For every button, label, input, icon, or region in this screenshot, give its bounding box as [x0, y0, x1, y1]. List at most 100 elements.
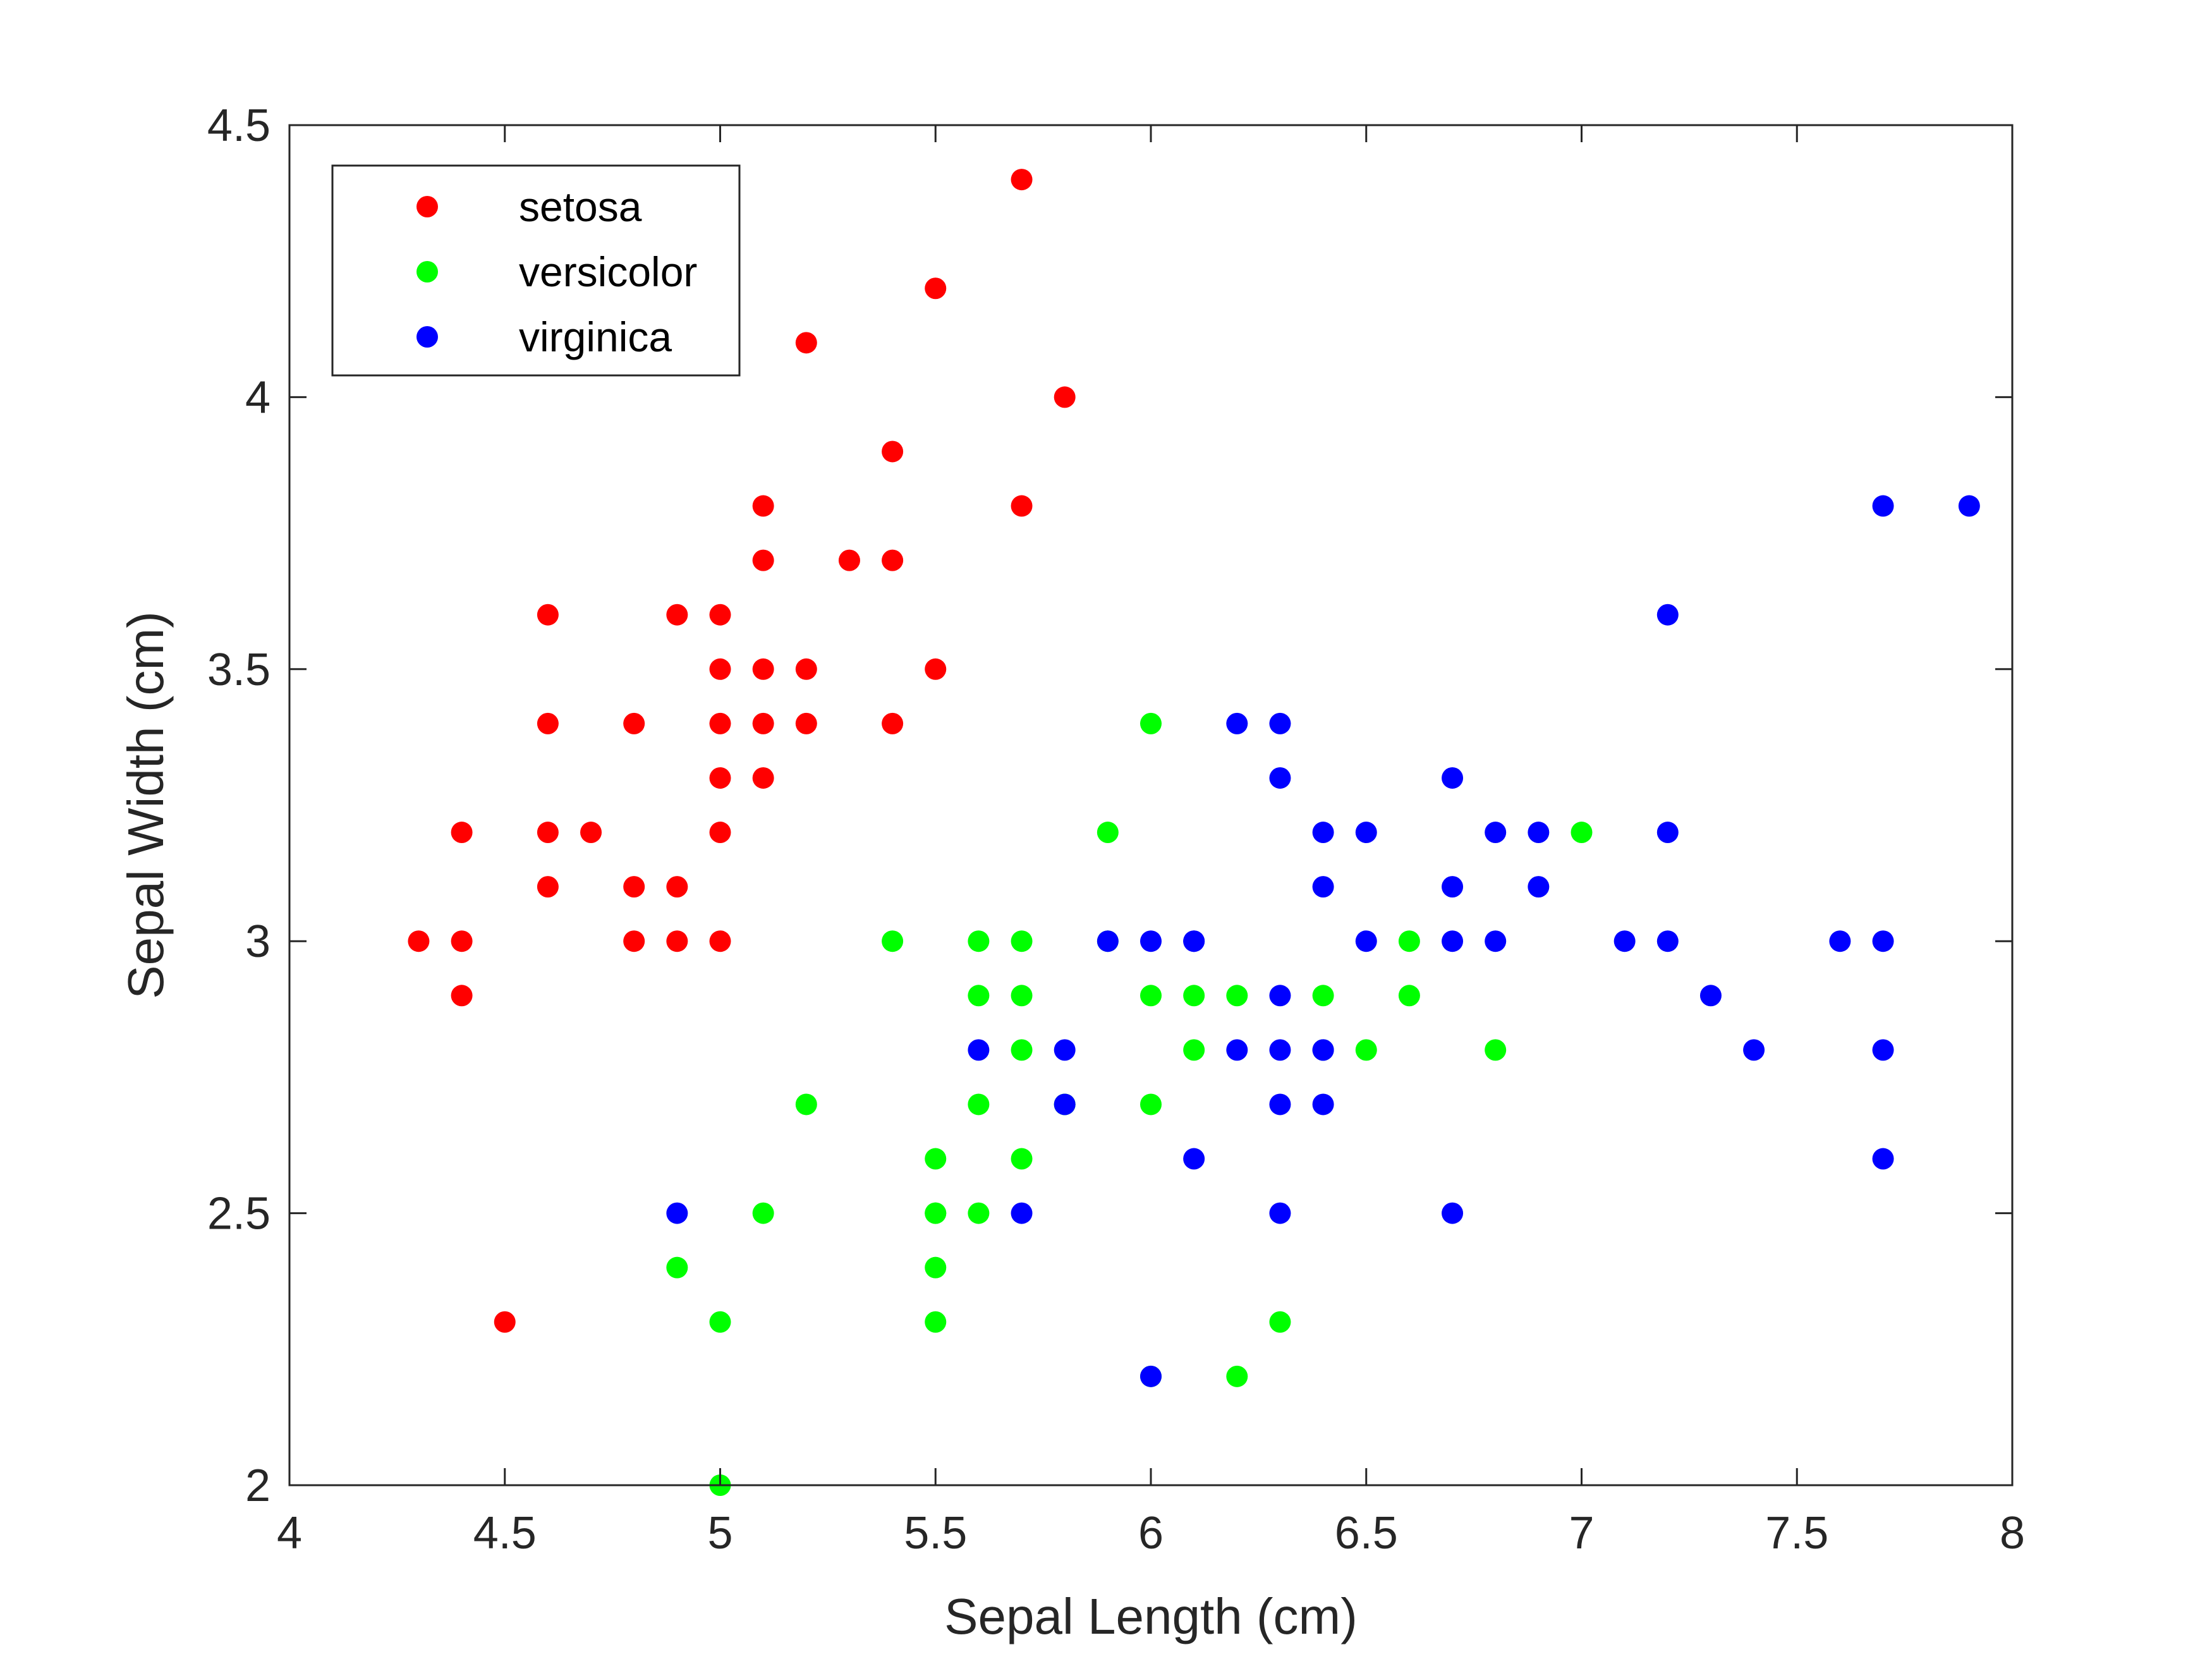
- data-point-virginica: [1312, 1039, 1334, 1061]
- data-point-virginica: [1097, 930, 1119, 952]
- y-tick-label: 3.5: [207, 645, 270, 695]
- data-point-virginica: [1656, 604, 1679, 626]
- data-point-versicolor: [1140, 712, 1162, 734]
- data-point-versicolor: [1140, 1093, 1162, 1115]
- x-tick-label: 7.5: [1765, 1508, 1828, 1559]
- data-point-setosa: [408, 930, 430, 952]
- data-point-setosa: [882, 441, 904, 463]
- data-point-virginica: [1269, 767, 1291, 789]
- data-point-versicolor: [968, 985, 990, 1007]
- data-point-versicolor: [1183, 985, 1205, 1007]
- data-point-virginica: [1872, 930, 1894, 952]
- data-point-setosa: [752, 712, 774, 734]
- y-tick-label: 4.5: [207, 100, 270, 151]
- data-point-virginica: [1355, 930, 1377, 952]
- data-point-setosa: [666, 604, 688, 626]
- data-point-virginica: [1528, 822, 1550, 844]
- data-point-setosa: [666, 876, 688, 898]
- data-point-setosa: [925, 658, 947, 680]
- data-point-versicolor: [925, 1311, 947, 1333]
- data-point-virginica: [1743, 1039, 1765, 1061]
- data-point-virginica: [1442, 930, 1464, 952]
- y-tick-label: 2.5: [207, 1189, 270, 1239]
- data-point-setosa: [752, 549, 774, 571]
- data-point-versicolor: [752, 1202, 774, 1224]
- data-point-versicolor: [1011, 930, 1033, 952]
- data-point-setosa: [709, 767, 731, 789]
- data-point-virginica: [1872, 495, 1894, 517]
- data-point-virginica: [1699, 985, 1722, 1007]
- data-point-versicolor: [1398, 985, 1420, 1007]
- data-point-setosa: [709, 712, 731, 734]
- data-point-versicolor: [1355, 1039, 1377, 1061]
- x-tick-label: 8: [2000, 1508, 2025, 1559]
- data-point-versicolor: [1011, 1039, 1033, 1061]
- data-point-setosa: [795, 658, 817, 680]
- data-point-versicolor: [1183, 1039, 1205, 1061]
- data-point-versicolor: [709, 1311, 731, 1333]
- data-point-virginica: [1269, 712, 1291, 734]
- data-point-setosa: [1011, 495, 1033, 517]
- data-point-virginica: [1312, 876, 1334, 898]
- x-tick-label: 6.5: [1335, 1508, 1398, 1559]
- data-point-versicolor: [1571, 822, 1593, 844]
- data-point-virginica: [1528, 876, 1550, 898]
- y-tick-label: 2: [245, 1461, 270, 1511]
- x-axis-label: Sepal Length (cm): [944, 1588, 1358, 1644]
- legend-label-virginica: virginica: [519, 313, 672, 360]
- data-point-virginica: [1958, 495, 1980, 517]
- data-point-setosa: [1011, 169, 1033, 191]
- data-point-virginica: [968, 1039, 990, 1061]
- data-point-virginica: [1269, 1202, 1291, 1224]
- data-point-setosa: [451, 822, 473, 844]
- data-point-versicolor: [968, 1093, 990, 1115]
- data-point-virginica: [1872, 1039, 1894, 1061]
- data-point-versicolor: [1226, 1365, 1248, 1387]
- data-point-setosa: [1054, 386, 1076, 408]
- data-points: [408, 169, 1980, 1496]
- data-point-setosa: [795, 712, 817, 734]
- data-point-versicolor: [1269, 1311, 1291, 1333]
- data-point-versicolor: [968, 930, 990, 952]
- data-point-versicolor: [1485, 1039, 1507, 1061]
- data-point-setosa: [537, 712, 559, 734]
- legend-marker-virginica: [416, 326, 438, 348]
- legend-box: [331, 164, 741, 377]
- data-point-virginica: [1442, 767, 1464, 789]
- data-point-setosa: [752, 767, 774, 789]
- data-point-setosa: [623, 876, 645, 898]
- data-point-virginica: [1183, 1148, 1205, 1170]
- data-point-virginica: [1829, 930, 1851, 952]
- data-point-versicolor: [882, 930, 904, 952]
- data-point-versicolor: [1398, 930, 1420, 952]
- data-point-setosa: [666, 930, 688, 952]
- data-point-setosa: [709, 822, 731, 844]
- data-point-setosa: [709, 930, 731, 952]
- data-point-setosa: [494, 1311, 516, 1333]
- x-tick-label: 7: [1569, 1508, 1594, 1559]
- data-point-versicolor: [666, 1256, 688, 1279]
- data-point-setosa: [537, 604, 559, 626]
- data-point-versicolor: [925, 1148, 947, 1170]
- data-point-setosa: [795, 332, 817, 354]
- data-point-versicolor: [925, 1256, 947, 1279]
- data-point-versicolor: [925, 1202, 947, 1224]
- data-point-virginica: [1872, 1148, 1894, 1170]
- y-tick-label: 3: [245, 916, 270, 967]
- data-point-virginica: [1485, 822, 1507, 844]
- data-point-setosa: [623, 712, 645, 734]
- data-point-versicolor: [1312, 985, 1334, 1007]
- legend-label-versicolor: versicolor: [519, 248, 697, 295]
- data-point-versicolor: [1097, 822, 1119, 844]
- data-point-virginica: [1613, 930, 1636, 952]
- data-point-virginica: [1442, 1202, 1464, 1224]
- data-point-setosa: [451, 930, 473, 952]
- data-point-setosa: [838, 549, 860, 571]
- data-point-versicolor: [1011, 1148, 1033, 1170]
- data-point-virginica: [1226, 712, 1248, 734]
- data-point-versicolor: [968, 1202, 990, 1224]
- legend-label-setosa: setosa: [519, 183, 642, 230]
- data-point-virginica: [1140, 930, 1162, 952]
- data-point-setosa: [925, 277, 947, 300]
- data-point-virginica: [666, 1202, 688, 1224]
